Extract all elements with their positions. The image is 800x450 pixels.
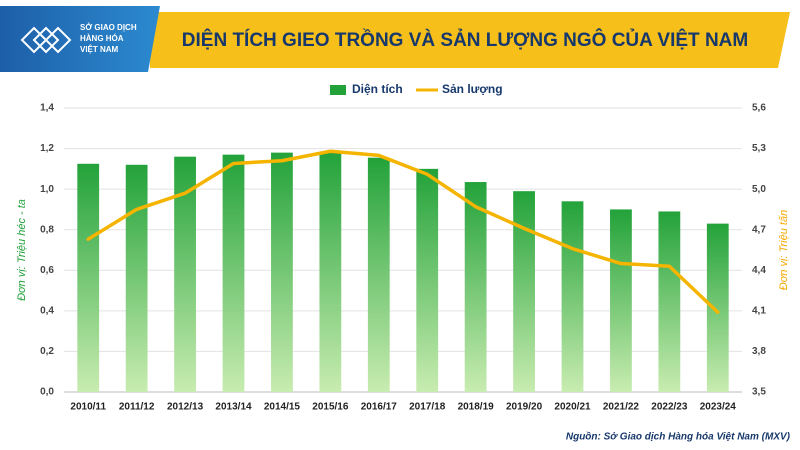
y2-tick-label: 3,5	[752, 387, 766, 398]
x-tick-label: 2016/17	[361, 402, 398, 413]
x-tick-label: 2013/14	[215, 402, 252, 413]
x-tick-label: 2012/13	[167, 402, 204, 413]
bar	[513, 191, 535, 392]
bar	[125, 164, 148, 392]
bar	[271, 152, 293, 392]
bar	[77, 163, 100, 392]
bar	[319, 152, 342, 392]
bar	[464, 182, 487, 392]
y-tick-label: 1,4	[40, 103, 54, 114]
source: Nguồn: Sở Giao dịch Hàng hóa Việt Nam (M…	[566, 431, 791, 443]
logo-text: HÀNG HÓA	[80, 34, 124, 43]
legend-swatch	[330, 85, 346, 95]
bar	[222, 154, 245, 392]
y-tick-label: 0,6	[40, 265, 54, 276]
logo-text: SỞ GIAO DỊCH	[80, 23, 137, 32]
x-tick-label: 2022/23	[651, 402, 688, 413]
bar	[706, 223, 729, 392]
y-axis-title: Đơn vị: Triệu héc - ta	[16, 199, 28, 301]
logo-text: VIỆT NAM	[80, 45, 119, 54]
x-tick-label: 2020/21	[554, 402, 591, 413]
line	[86, 149, 720, 314]
y-tick-label: 1,2	[40, 143, 54, 154]
chart-title: DIỆN TÍCH GIEO TRỒNG VÀ SẢN LƯỢNG NGÔ CỦ…	[182, 29, 748, 51]
x-tick-label: 2015/16	[312, 402, 349, 413]
x-tick-label: 2011/12	[119, 402, 155, 413]
y-tick-label: 0,8	[40, 224, 54, 235]
y2-tick-label: 5,0	[752, 184, 766, 195]
y-tick-label: 0,0	[40, 387, 54, 398]
title-banner	[150, 12, 790, 68]
x-tick-label: 2021/22	[603, 402, 640, 413]
logo-box	[0, 6, 160, 72]
x-tick-label: 2019/20	[506, 402, 543, 413]
x-tick-label: 2010/11	[70, 402, 106, 413]
y2-axis-title: Đơn vị: Triệu tấn	[778, 210, 790, 290]
x-tick-label: 2018/19	[458, 402, 495, 413]
legend-label: Diện tích	[352, 82, 403, 96]
bar	[367, 157, 390, 392]
y-tick-label: 0,2	[40, 346, 54, 357]
x-tick-label: 2014/15	[264, 402, 301, 413]
bar	[561, 201, 584, 392]
y2-tick-label: 5,6	[752, 103, 766, 114]
y2-tick-label: 4,4	[752, 265, 766, 276]
y2-tick-label: 5,3	[752, 143, 766, 154]
bar	[174, 156, 196, 392]
bar	[658, 211, 681, 392]
y2-tick-label: 3,8	[752, 346, 766, 357]
bar	[416, 168, 439, 392]
x-tick-label: 2017/18	[409, 402, 446, 413]
y2-tick-label: 4,1	[752, 305, 766, 316]
y2-tick-label: 4,7	[752, 224, 766, 235]
legend-label: Sản lượng	[442, 82, 503, 96]
x-tick-label: 2023/24	[700, 402, 737, 413]
y-tick-label: 0,4	[40, 305, 54, 316]
logo-icon	[20, 26, 72, 54]
y-tick-label: 1,0	[40, 184, 54, 195]
bar	[610, 209, 632, 392]
